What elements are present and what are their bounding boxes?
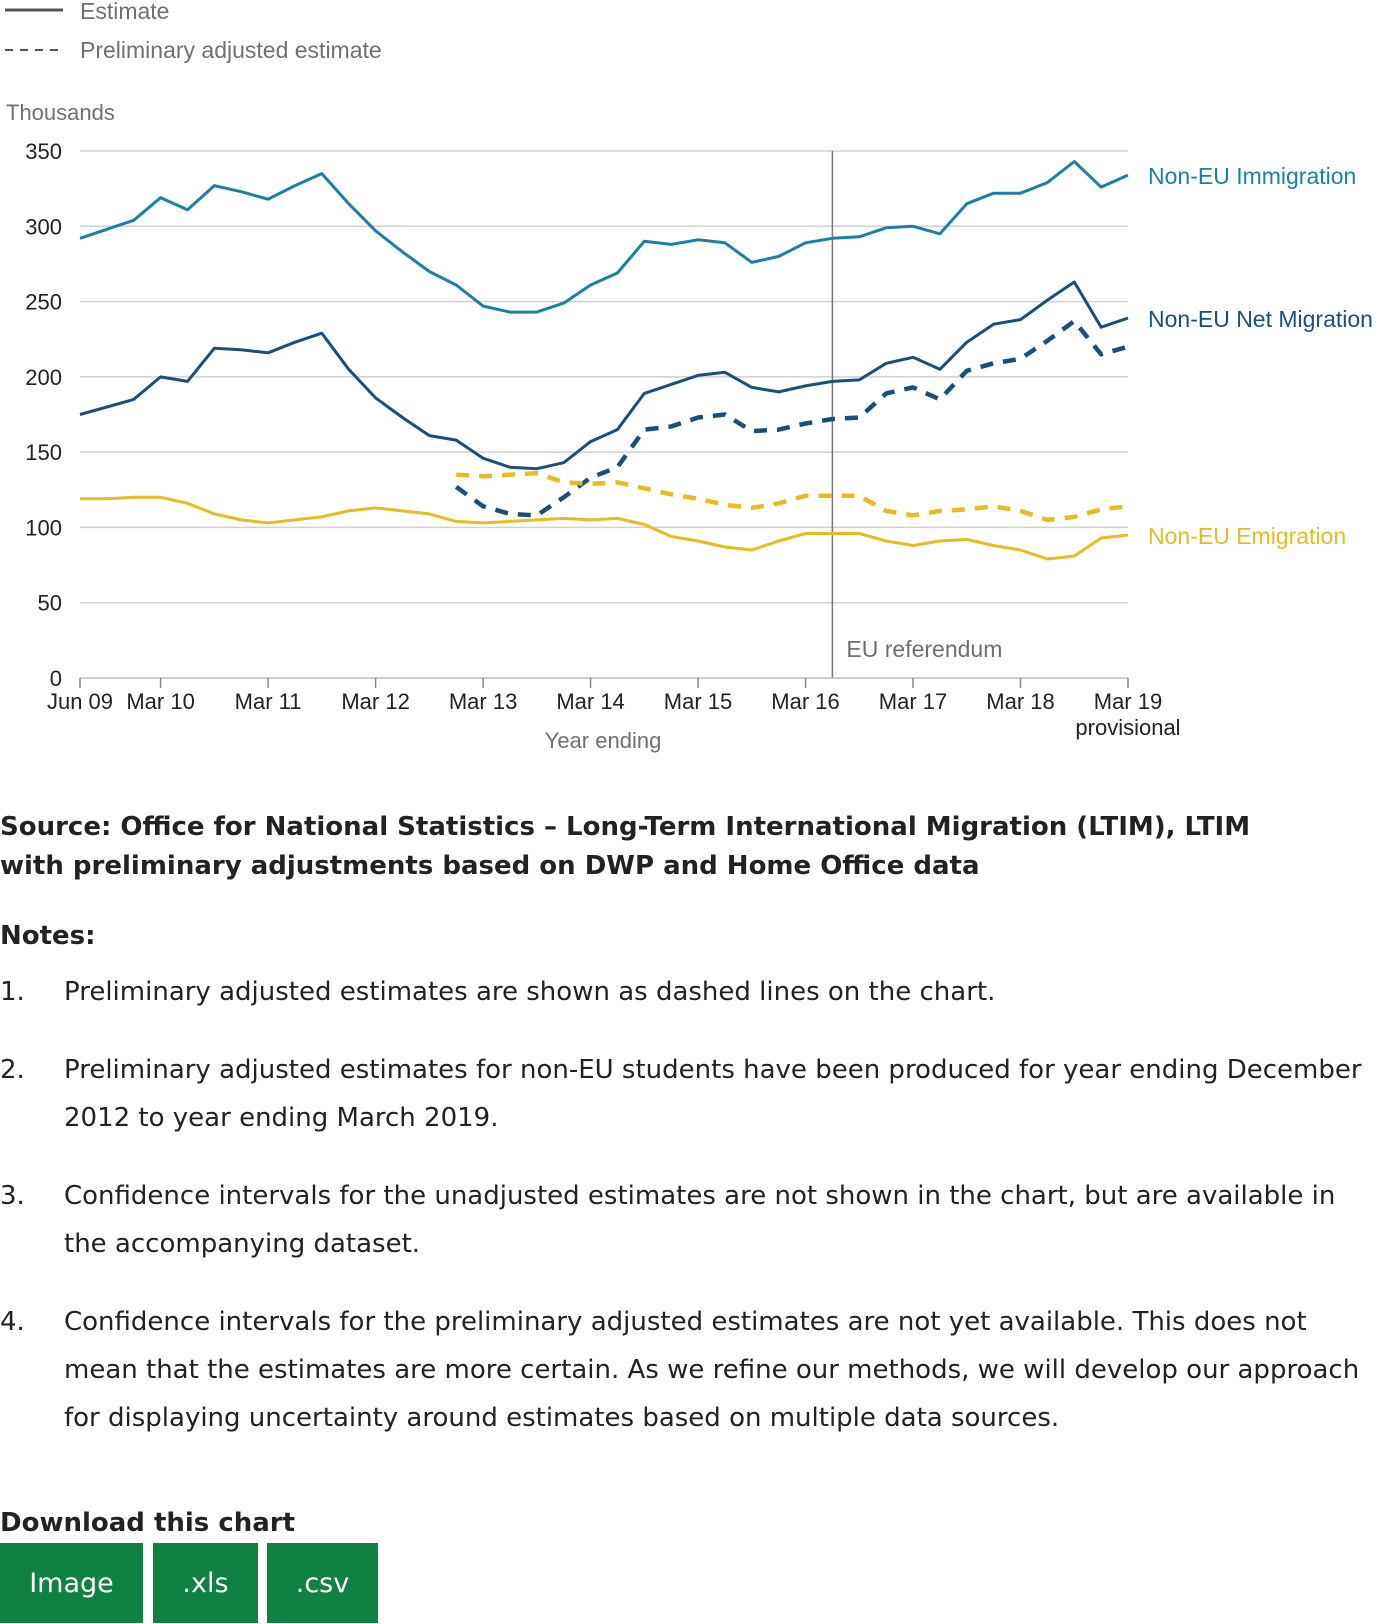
referendum-marker: EU referendum <box>831 151 1002 678</box>
download-image-button[interactable]: Image <box>0 1543 143 1623</box>
x-tick-label: Mar 13 <box>449 689 517 714</box>
download-csv-button[interactable]: .csv <box>267 1543 378 1623</box>
x-axis-label: Year ending <box>545 728 662 753</box>
legend-estimate-label: Estimate <box>80 0 169 24</box>
x-tick-label: Mar 11 <box>235 689 302 714</box>
source-note: Source: Office for National Statistics –… <box>0 812 1251 881</box>
series-label-non-eu-immigration: Non-EU Immigration <box>1148 163 1356 189</box>
x-axis: Jun 09 Mar 10 Mar 11 Mar 12 Mar 13 Mar 14 Mar … <box>47 677 1181 740</box>
legend: Estimate Preliminary adjusted estimate <box>5 0 382 63</box>
x-tick-label: Mar 15 <box>664 689 732 714</box>
y-tick-label: 50 <box>38 591 62 616</box>
download-heading: Download this chart <box>0 1508 296 1538</box>
note-text: Preliminary adjusted estimates are shown… <box>64 977 996 1007</box>
x-tick-label: Jun 09 <box>47 689 113 714</box>
x-tick-label: Mar 17 <box>879 689 947 714</box>
y-tick-label: 150 <box>25 440 62 465</box>
series-label-non-eu-emigration: Non-EU Emigration <box>1148 523 1346 549</box>
notes-heading: Notes: <box>0 921 96 951</box>
x-tick-label: Mar 18 <box>986 689 1054 714</box>
chart: Estimate Preliminary adjusted estimate T… <box>5 0 1373 753</box>
y-tick-label: 0 <box>50 666 62 691</box>
y-tick-label: 300 <box>25 214 62 239</box>
note-number: 3. <box>0 1181 25 1211</box>
referendum-label: EU referendum <box>846 636 1002 662</box>
y-tick-label: 200 <box>25 365 62 390</box>
x-tick-label: Mar 16 <box>771 689 839 714</box>
x-tick-label: Mar 14 <box>556 689 624 714</box>
series-line-non-eu-net-migration <box>79 280 1129 471</box>
note-number: 1. <box>0 977 25 1007</box>
legend-adjusted-label: Preliminary adjusted estimate <box>80 37 382 63</box>
download-xls-button[interactable]: .xls <box>153 1543 258 1623</box>
y-tick-label: 250 <box>25 290 62 315</box>
series-line-non-eu-emigration-adjusted <box>456 470 1129 523</box>
series-line-non-eu-net-migration-adjusted <box>454 318 1129 518</box>
note-item: 4. Confidence intervals for the prelimin… <box>0 1298 1380 1442</box>
y-axis-label: Thousands <box>6 100 115 125</box>
series-line-non-eu-immigration <box>79 160 1129 314</box>
series-labels: Non-EU Immigration Non-EU Net Migration No… <box>1148 163 1373 549</box>
x-tick-sublabel: provisional <box>1075 715 1180 740</box>
notes-list: 1. Preliminary adjusted estimates are sh… <box>0 968 1380 1442</box>
y-tick-label: 350 <box>25 139 62 164</box>
note-number: 2. <box>0 1055 25 1085</box>
series-label-non-eu-net-migration: Non-EU Net Migration <box>1148 306 1373 332</box>
note-item: 3. Confidence intervals for the unadjust… <box>0 1172 1380 1268</box>
x-tick-label: Mar 19 <box>1094 689 1162 714</box>
x-tick-label: Mar 10 <box>126 689 194 714</box>
note-number: 4. <box>0 1307 25 1337</box>
y-tick-label: 100 <box>25 515 62 540</box>
grid: 0 50 100 150 200 250 300 350 <box>25 139 1128 691</box>
note-text: Preliminary adjusted estimates for non-E… <box>64 1055 1362 1133</box>
note-text: Confidence intervals for the unadjusted … <box>64 1181 1336 1259</box>
note-text: Confidence intervals for the preliminary… <box>64 1307 1360 1433</box>
series-lines <box>79 160 1129 561</box>
note-item: 1. Preliminary adjusted estimates are sh… <box>0 968 1380 1016</box>
x-tick-label: Mar 12 <box>341 689 409 714</box>
series-line-non-eu-emigration <box>80 495 1129 561</box>
note-item: 2. Preliminary adjusted estimates for no… <box>0 1046 1380 1142</box>
